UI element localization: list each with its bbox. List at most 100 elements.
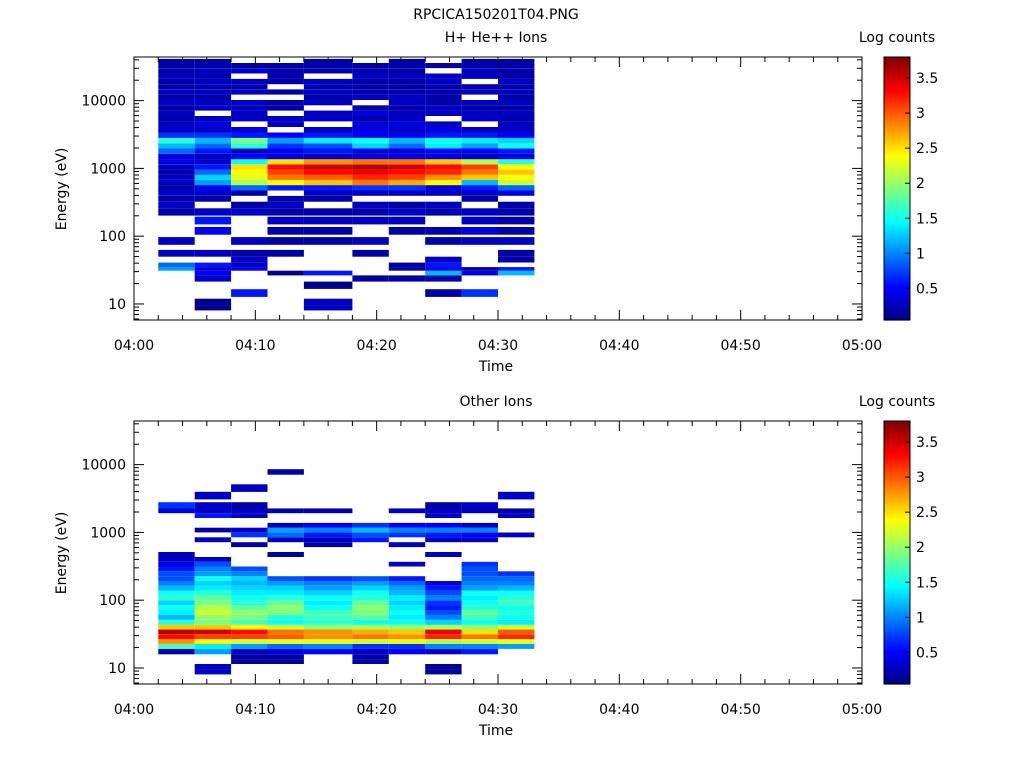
colorbar-segment (884, 554, 910, 558)
colorbar-segment (884, 155, 910, 159)
spectrogram-cell (158, 132, 195, 138)
spectrogram-cell (425, 595, 462, 601)
spectrogram-cell (267, 227, 304, 235)
colorbar-tick-label: 0.5 (916, 281, 938, 297)
spectrogram-cell (352, 105, 389, 111)
panel-top-x-axis: 04:00 04:10 04:20 04:30 04:40 04:50 05:00 (114, 57, 882, 354)
spectrogram-cell (388, 137, 426, 144)
colorbar-segment (884, 265, 910, 268)
spectrogram-cell (194, 270, 232, 276)
colorbar-segment (884, 309, 910, 312)
spectrogram-cell (194, 208, 232, 216)
x-tick-label: 04:10 (235, 702, 275, 718)
spectrogram-cell (498, 532, 535, 538)
spectrogram-cell (425, 159, 462, 165)
spectrogram-cell (388, 590, 426, 596)
colorbar-tick-label: 3 (916, 106, 925, 122)
colorbar-segment (884, 495, 910, 499)
spectrogram-cell (303, 227, 353, 235)
spectrogram-cell (231, 100, 268, 106)
spectrogram-cell (461, 576, 498, 581)
colorbar-segment (884, 300, 910, 304)
spectrogram-cell (194, 68, 232, 74)
spectrogram-cell (194, 600, 232, 606)
spectrogram-cell (352, 600, 389, 606)
colorbar-segment (884, 627, 910, 630)
spectrogram-cell (194, 643, 232, 649)
colorbar-segment (884, 600, 910, 604)
spectrogram-cell (352, 249, 389, 257)
colorbar-segment (884, 510, 910, 514)
colorbar-segment (884, 679, 910, 683)
colorbar-tick-label: 2 (916, 540, 925, 556)
spectrogram-cell (303, 270, 353, 276)
colorbar-segment (884, 681, 910, 685)
spectrogram-cell (158, 110, 195, 116)
spectrogram-cell (461, 648, 498, 655)
spectrogram-cell (352, 522, 389, 528)
spectrogram-cell (388, 105, 426, 111)
spectrogram-cell (461, 600, 498, 606)
spectrogram-cell (498, 619, 535, 625)
spectrogram-cell (303, 100, 353, 106)
colorbar-segment (884, 83, 910, 87)
spectrogram-cell (267, 153, 304, 160)
spectrogram-cell (425, 619, 462, 625)
spectrogram-cell (158, 137, 195, 144)
colorbar-segment (884, 190, 910, 194)
spectrogram-cell (352, 605, 389, 610)
spectrogram-cell (498, 585, 535, 591)
colorbar-segment (884, 591, 910, 595)
spectrogram-cell (194, 537, 232, 543)
colorbar-segment (884, 241, 910, 244)
colorbar-tick-label: 1.5 (916, 211, 938, 227)
spectrogram-cell (461, 237, 498, 245)
panel-bottom-ylabel: Energy (eV) (54, 512, 70, 595)
colorbar-segment (884, 291, 910, 295)
spectrogram-cell (231, 654, 268, 660)
spectrogram-cell (461, 116, 498, 122)
spectrogram-cell (388, 73, 426, 79)
spectrogram-cell (388, 610, 426, 615)
colorbar-segment (884, 89, 910, 93)
colorbar-segment (884, 462, 910, 466)
colorbar-segment (884, 480, 910, 483)
colorbar-segment (884, 567, 910, 571)
spectrogram-cell (425, 94, 462, 100)
spectrogram-cell (267, 643, 304, 649)
spectrogram-cell (267, 581, 304, 586)
spectrogram-cell (231, 249, 268, 257)
spectrogram-cell (194, 624, 232, 630)
spectrogram-cell (303, 68, 353, 74)
colorbar-segment (884, 177, 910, 181)
colorbar-segment (884, 504, 910, 508)
spectrogram-cell (498, 137, 535, 144)
panel-top-title: H+ He++ Ions (445, 30, 548, 46)
colorbar-segment (884, 230, 910, 233)
spectrogram-cell (461, 270, 498, 276)
spectrogram-cell (158, 571, 195, 577)
colorbar-segment (884, 98, 910, 102)
spectrogram-cell (194, 185, 232, 191)
colorbar-segment (884, 532, 910, 536)
spectrogram-cell (194, 143, 232, 149)
colorbar-segment (884, 644, 910, 648)
spectrogram-cell (231, 190, 268, 196)
colorbar-segment (884, 236, 910, 240)
spectrogram-cell (425, 600, 462, 606)
spectrogram-cell (425, 270, 462, 276)
spectrogram-cell (303, 208, 353, 216)
spectrogram-cell (425, 121, 462, 127)
spectrogram-cell (231, 590, 268, 596)
spectrogram-cell (303, 143, 353, 149)
colorbar-segment (884, 129, 910, 133)
colorbar-segment (884, 545, 910, 549)
spectrogram-cell (267, 137, 304, 144)
spectrogram-cell (158, 566, 195, 572)
colorbar-segment (884, 133, 910, 137)
spectrogram-cell (231, 63, 268, 69)
colorbar-segment (884, 534, 910, 538)
spectrogram-cell (158, 508, 195, 514)
spectrogram-cell (231, 532, 268, 538)
spectrogram-cell (303, 195, 353, 202)
